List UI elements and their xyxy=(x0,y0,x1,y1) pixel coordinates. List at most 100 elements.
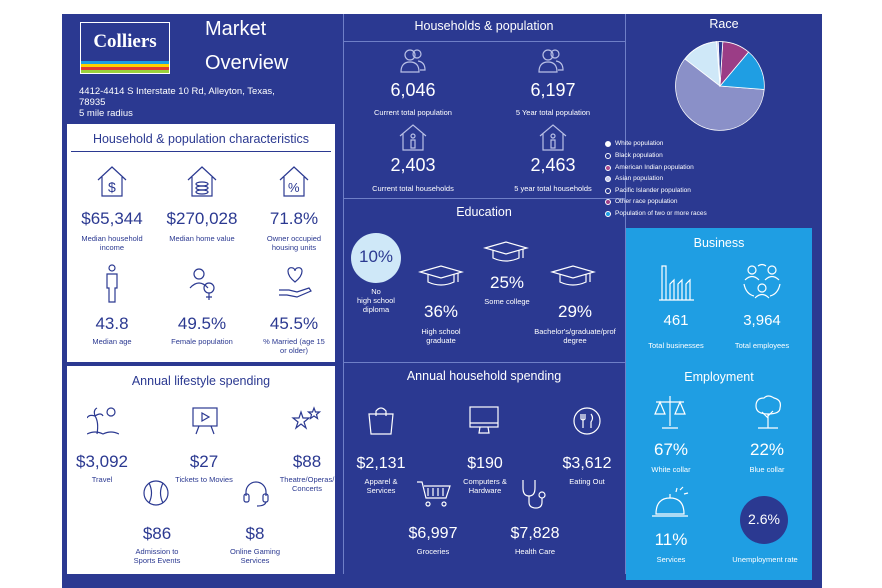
theatre-label: Theatre/Operas/ xyxy=(279,475,335,484)
unemployment-label: Unemployment rate xyxy=(732,555,798,564)
five-year-households-value: 2,463 xyxy=(530,155,576,175)
graduation-cap-icon xyxy=(418,264,464,288)
legend-swatch xyxy=(605,175,611,182)
household-icon xyxy=(538,122,568,152)
blue-collar-value: 22% xyxy=(749,440,785,459)
total-businesses-label: Total businesses xyxy=(648,341,704,350)
beach-icon xyxy=(87,406,119,436)
scales-icon xyxy=(652,394,688,430)
business-employment-panel: Business 461 Total businesses 3,964 Tota… xyxy=(626,228,812,580)
baseball-icon xyxy=(141,478,171,508)
groceries-value: $6,997 xyxy=(408,525,458,542)
graduation-cap-icon xyxy=(550,264,596,288)
legend-swatch xyxy=(605,164,611,171)
married-label-2: or older) xyxy=(280,346,308,355)
gaming-label: Online Gaming xyxy=(229,547,281,556)
bachelors-label: Bachelor's/graduate/prof xyxy=(534,327,616,336)
legend-item: Asian population xyxy=(605,175,663,182)
five-year-population-label: 5 Year total population xyxy=(515,108,591,117)
computers-label: Computers & xyxy=(463,477,507,486)
computers-label-2: Hardware xyxy=(468,486,502,495)
stars-icon xyxy=(289,406,323,436)
legend-label: Population of two or more races xyxy=(615,210,707,217)
theatre-value: $88 xyxy=(292,452,322,471)
people-icon xyxy=(536,46,566,76)
median-home-value-label: Median home value xyxy=(169,234,235,243)
divider xyxy=(625,14,626,574)
households-population-heading: Households & population xyxy=(414,19,554,33)
divider xyxy=(343,198,625,199)
blue-collar-label: Blue collar xyxy=(749,465,785,474)
total-businesses-value: 461 xyxy=(663,312,689,329)
white-collar-label: White collar xyxy=(651,465,691,474)
divider xyxy=(343,14,344,574)
bar-chart-icon xyxy=(656,262,696,302)
employment-heading: Employment xyxy=(684,370,754,384)
shopping-cart-icon xyxy=(416,480,452,508)
no-diploma-circle: 10% xyxy=(351,233,401,283)
services-value: 11% xyxy=(654,530,688,549)
address-line1: 4412-4414 S Interstate 10 Rd, Alleyton, … xyxy=(79,86,275,97)
household-characteristics-heading: Household & population characteristics xyxy=(92,132,310,146)
health-care-value: $7,828 xyxy=(510,525,560,542)
current-households-label: Current total households xyxy=(372,184,454,193)
travel-value: $3,092 xyxy=(76,452,128,471)
pie-slice-light xyxy=(684,41,721,87)
eating-out-label: Eating Out xyxy=(569,477,605,486)
house-dollar-icon: $ xyxy=(95,164,129,198)
married-label: % Married (age 15 xyxy=(263,337,325,346)
legend-label: Other race population xyxy=(615,198,678,205)
female-icon xyxy=(187,266,221,302)
divider xyxy=(71,151,331,152)
logo-stripe-blue xyxy=(81,61,169,64)
lifestyle-heading: Annual lifestyle spending xyxy=(131,374,271,388)
owner-occupied-label-2: housing units xyxy=(271,243,317,252)
legend-item: White population xyxy=(605,140,663,147)
legend-label: Pacific Islander population xyxy=(615,187,691,194)
education-heading: Education xyxy=(456,205,512,219)
current-population-label: Current total population xyxy=(374,108,452,117)
legend-swatch xyxy=(605,187,611,194)
heart-hand-icon xyxy=(277,264,313,300)
shopping-bag-icon xyxy=(366,404,396,436)
employees-icon xyxy=(740,262,784,302)
median-home-value-value: $270,028 xyxy=(166,209,238,228)
computer-icon xyxy=(468,404,500,436)
address-radius: 5 mile radius xyxy=(79,108,133,119)
owner-occupied-label: Owner occupied xyxy=(266,234,322,243)
no-diploma-label-3: diploma xyxy=(362,305,390,314)
legend-label: American Indian population xyxy=(615,164,694,171)
logo-stripe-yellow xyxy=(81,64,169,67)
legend-swatch xyxy=(605,198,611,205)
logo-text: Colliers xyxy=(93,31,157,52)
movies-label: Tickets to Movies xyxy=(175,475,233,484)
no-diploma-value: 10% xyxy=(358,247,394,266)
high-school-label: High school xyxy=(421,327,461,336)
legend-item: Pacific Islander population xyxy=(605,187,691,194)
services-label: Services xyxy=(656,555,686,564)
sports-label-2: Sports Events xyxy=(133,556,181,565)
house-percent-icon: % xyxy=(277,164,311,198)
total-employees-value: 3,964 xyxy=(743,312,781,329)
some-college-value: 25% xyxy=(489,273,525,292)
median-household-income-label: Median household xyxy=(81,234,143,243)
tree-icon xyxy=(752,394,784,430)
legend-item: Black population xyxy=(605,152,663,159)
movie-screen-icon xyxy=(191,406,219,436)
race-pie-chart xyxy=(670,36,770,141)
apparel-label: Apparel & xyxy=(364,477,398,486)
page-title-line2: Overview xyxy=(205,52,289,74)
computers-value: $190 xyxy=(467,455,503,472)
female-population-value: 49.5% xyxy=(177,314,227,333)
median-age-value: 43.8 xyxy=(95,314,129,333)
divider xyxy=(343,362,625,363)
gaming-label-2: Services xyxy=(240,556,270,565)
some-college-label: Some college xyxy=(484,297,530,306)
eating-out-value: $3,612 xyxy=(562,455,612,472)
no-diploma-label: No xyxy=(371,287,381,296)
headset-icon xyxy=(241,478,271,508)
unemployment-circle: 2.6% xyxy=(740,496,788,544)
stethoscope-icon xyxy=(518,478,548,510)
bachelors-label-2: degree xyxy=(563,336,587,345)
median-household-income-value: $65,344 xyxy=(81,209,143,228)
